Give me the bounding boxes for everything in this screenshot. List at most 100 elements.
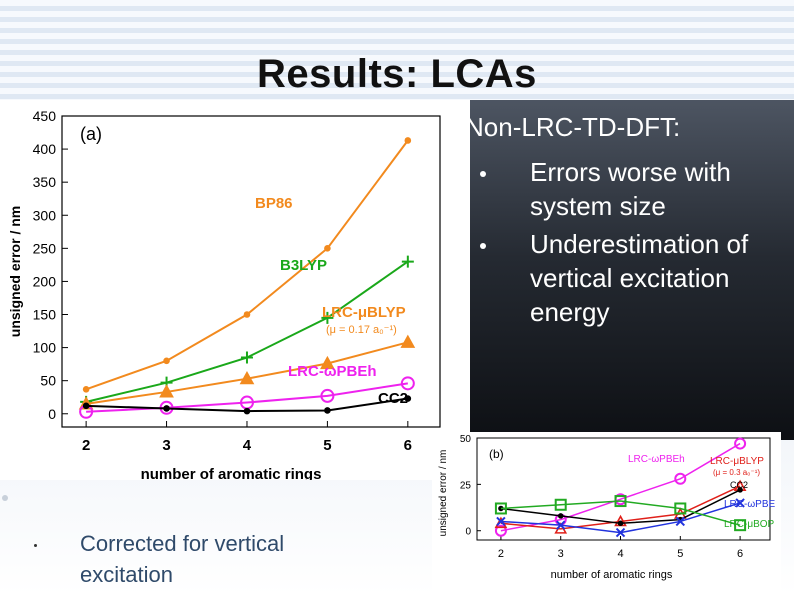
series-label: CC2 [378,390,408,407]
data-point [159,384,174,398]
x-tick-label: 4 [243,437,252,454]
slide-title: Results: LCAs [257,52,537,96]
data-point [735,498,745,508]
footer-bullet-text: Corrected for vertical excitation [80,531,285,587]
y-tick-label: 200 [33,273,57,289]
series-BP86 [82,137,412,393]
y-tick-label: 50 [40,373,56,389]
chart-panel-b: 0 25 50 2 3 4 5 6 number of aromatic rings unsign… [432,432,781,592]
data-point [494,524,507,537]
data-point [737,487,743,493]
series-B3LYP [80,255,414,408]
data-point [243,407,251,415]
panel-label: (a) [80,124,102,144]
series-CC2 [82,395,412,415]
bullet-text: Underestimation of vertical excitation e… [530,229,749,327]
x-axis-label: number of aromatic rings [141,466,322,480]
bullet-text: Errors worse with system size [530,157,731,221]
x-tick-label: 6 [737,548,743,560]
x-tick-label: 3 [162,437,170,454]
x-tick-label: 3 [558,548,564,560]
series-CC2 [498,487,743,527]
chart-b-svg: 0 25 50 2 3 4 5 6 number of aromatic rings unsign… [438,434,775,581]
data-point [320,355,335,370]
data-point [734,437,747,450]
series-label: BP86 [255,195,293,212]
data-point [494,502,507,515]
series-label: LRC-μBLYP [710,456,764,467]
data-point [321,311,334,324]
dark-text-panel [455,100,794,450]
decorative-dot-icon [2,495,8,501]
series-LRC-ωPBE [496,498,745,538]
data-point [617,520,624,527]
x-tick-label: 5 [677,548,683,560]
series-line [86,382,408,413]
data-point [239,371,255,385]
x-tick-label: 2 [498,548,504,560]
x-tick-label: 6 [404,437,412,454]
data-point [240,351,253,364]
y-tick-label: 400 [33,141,57,157]
data-point [324,245,331,252]
x-axis-label: number of aromatic rings [551,569,673,581]
data-point [324,407,331,414]
y-axis-label: unsigned error / nm [7,206,23,337]
data-point [674,502,687,515]
series-label: LRC-ωPBE [724,499,775,510]
series-sublabel: (μ = 0.17 a₀⁻¹) [326,324,397,336]
bullet-dot-icon [480,243,486,249]
data-point [557,513,564,519]
series-line [500,500,741,526]
data-point [675,516,686,527]
footer-bullet-dot-icon [34,544,37,547]
data-point [400,334,416,348]
y-tick-label: 350 [33,174,57,190]
series-LRC-μBOP [494,495,747,532]
data-point [320,388,335,403]
series-label: CC2 [730,480,748,490]
series-label: LRC-μBOP [724,519,775,530]
data-point [614,495,627,508]
data-point [82,402,90,410]
data-point [401,255,414,268]
y-tick-label: 150 [33,307,57,323]
plot-frame [476,437,771,541]
series-label: LRC-ωPBEh [628,454,685,465]
y-tick-label: 250 [33,240,57,256]
y-tick-label: 0 [48,406,56,422]
data-point [556,520,566,530]
panel-label: (b) [489,447,504,461]
data-point [404,395,412,402]
data-point [615,527,626,538]
x-tick-label: 2 [82,437,90,454]
data-point [674,472,687,485]
y-tick-label: 450 [33,108,57,124]
series-label: LRC-μBLYP [322,304,406,321]
y-tick-label: 300 [33,207,57,223]
y-tick-label: 0 [465,527,471,538]
plot-frame [61,115,441,428]
x-tick-label: 5 [323,437,331,454]
bullet-dot-icon [480,171,486,177]
y-tick-label: 50 [460,434,472,445]
x-tick-label: 4 [617,548,623,560]
y-axis-label: unsigned error / nm [438,450,449,537]
data-point [404,137,412,144]
data-point [243,311,251,318]
y-tick-label: 25 [460,480,472,491]
y-tick-label: 100 [33,340,57,356]
data-point [82,385,90,393]
chart-panel-a: 0 50 100 150 200 250 300 350 400 450 2 3 4 5 6 number o… [0,100,470,483]
bullet-item: Errors worse with system size [480,155,790,223]
data-point [400,376,415,391]
data-point [734,519,747,532]
data-point [554,498,567,511]
right-bullet-list: Errors worse with system size Underestim… [480,155,790,333]
bullet-item: Underestimation of vertical excitation e… [480,227,790,329]
series-label: LRC-ωPBEh [288,363,377,380]
chart-a-svg: 0 50 100 150 200 250 300 350 400 450 2 3 4 5 6 number o… [7,108,441,483]
series-sublabel: (μ = 0.3 a₀⁻¹) [713,468,760,477]
series-label: B3LYP [280,257,327,274]
right-heading: Non-LRC-TD-DFT: [465,112,681,142]
